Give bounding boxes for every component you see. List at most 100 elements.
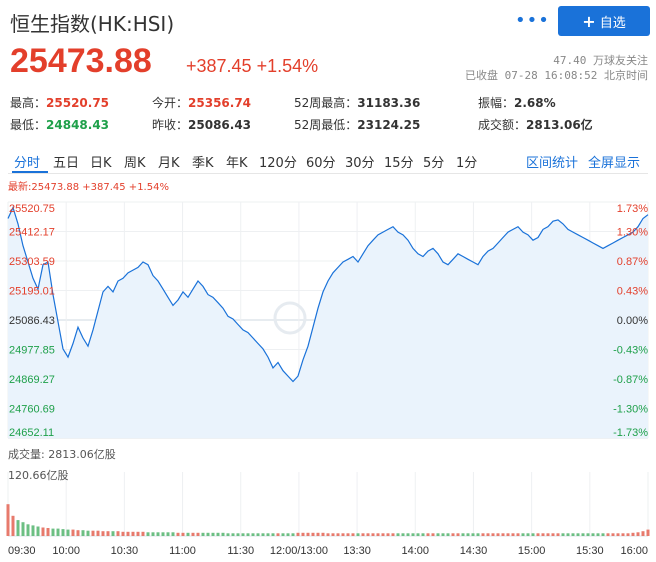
volume-bar [46,528,50,536]
tab-quarterly-k[interactable]: 季K [192,156,214,171]
more-dots-icon[interactable]: ••• [515,10,550,31]
y-tick-label: 24652.11 [9,427,54,439]
range-stats-link[interactable]: 区间统计 [526,156,579,171]
volume-bars [6,504,650,536]
x-tick-label: 12:00/13:00 [270,545,328,557]
volume-bar [141,531,145,536]
volume-bar [151,532,155,536]
x-tick-label: 15:00 [518,545,546,557]
volume-bar [71,529,75,536]
tab-monthly-k[interactable]: 月K [158,156,180,171]
intraday-chart[interactable]: 雪球 25520.7525412.1725303.5925195.0125086… [0,192,656,562]
stat-high: 最高：25520.75 [10,96,110,110]
latest-price-line: 最新:25473.88 +387.45 +1.54% [8,182,169,193]
volume-bar [61,529,65,536]
volume-bar [226,533,230,536]
volume-bar [231,533,235,536]
volume-bar [616,533,620,536]
price-change: +387.45 +1.54% [186,56,319,76]
volume-bar [76,530,80,536]
volume-bar [296,532,300,536]
volume-bar [446,533,450,536]
volume-bar [451,533,455,536]
volume-bar [256,533,260,536]
volume-bar [111,531,115,536]
tab-daily-k[interactable]: 日K [90,156,112,171]
volume-bar [546,533,550,536]
y-tick-label-pct: -0.87% [613,374,648,386]
volume-bar [16,520,20,536]
volume-bar [91,530,95,536]
y-tick-label-pct: -1.73% [613,427,648,439]
volume-bar [411,533,415,536]
volume-bar [346,533,350,536]
volume-bar [146,532,150,536]
volume-bar [621,533,625,536]
volume-bar [361,533,365,536]
volume-bar [436,533,440,536]
volume-bar [41,527,45,536]
volume-bar [396,533,400,536]
volume-bar [261,533,265,536]
volume-bar [601,533,605,536]
y-tick-label-pct: 1.73% [617,203,648,215]
volume-bar [501,533,505,536]
volume-bar [461,533,465,536]
y-tick-label-pct: 0.00% [617,315,648,327]
volume-bar [301,532,305,536]
volume-bar [421,533,425,536]
tab-15min[interactable]: 15分 [384,156,414,171]
x-tick-label: 09:30 [8,545,36,557]
volume-bar [521,533,525,536]
volume-bar [31,525,35,536]
fullscreen-link[interactable]: 全屏显示 [588,156,641,171]
volume-bar [221,532,225,536]
volume-bar [561,533,565,536]
volume-max-label: 120.66亿股 [8,469,69,482]
tab-intraday[interactable]: 分时 [14,156,41,171]
volume-bar [606,533,610,536]
volume-bar [491,533,495,536]
volume-bar [401,533,405,536]
volume-bar [386,533,390,536]
volume-bar [556,533,560,536]
price-line [7,205,649,383]
volume-bar [66,529,70,536]
volume-bar [176,532,180,536]
stat-amplitude: 振幅：2.68% [478,96,556,110]
volume-bar [161,532,165,536]
followers-count: 47.40 万球友关注 [553,54,648,67]
tab-60min[interactable]: 60分 [306,156,336,171]
y-tick-label: 25303.59 [9,256,55,268]
volume-bar [631,532,635,536]
y-tick-label: 25195.01 [9,286,55,298]
y-tick-label-pct: 0.87% [617,256,648,268]
tab-30min[interactable]: 30分 [345,156,375,171]
volume-bar [516,533,520,536]
volume-bar [106,531,110,536]
tab-5day[interactable]: 五日 [53,156,80,171]
volume-bar [611,533,615,536]
volume-bar [431,533,435,536]
volume-bar [391,533,395,536]
volume-bar [626,533,630,536]
add-button-label: 自选 [599,15,626,31]
volume-bar [166,532,170,536]
volume-bar [56,528,60,536]
tab-5min[interactable]: 5分 [423,156,445,171]
x-axis: 09:30 10:00 10:30 11:00 11:30 12:00/13:00 13:3… [8,545,648,557]
add-to-watchlist-button[interactable]: + 自选 [558,6,650,36]
tab-120min[interactable]: 120分 [259,156,297,171]
tab-1min[interactable]: 1分 [456,156,478,171]
volume-bar [481,533,485,536]
y-tick-label: 25520.75 [9,203,55,215]
y-tick-label-pct: -0.43% [613,345,648,357]
volume-bar [351,533,355,536]
volume-bar [581,533,585,536]
tab-yearly-k[interactable]: 年K [226,156,248,171]
volume-bar [311,532,315,536]
stat-52w-high: 52周最高：31183.36 [294,96,421,110]
volume-bar [471,533,475,536]
tab-weekly-k[interactable]: 周K [124,156,146,171]
volume-bar [586,533,590,536]
